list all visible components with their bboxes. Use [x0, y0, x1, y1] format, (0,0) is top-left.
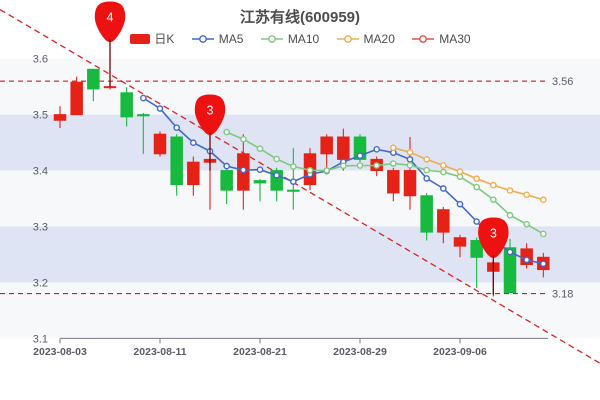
- svg-text:3.2: 3.2: [33, 277, 48, 289]
- svg-text:2023-08-11: 2023-08-11: [133, 346, 186, 358]
- svg-text:2023-09-06: 2023-09-06: [433, 346, 487, 358]
- svg-text:4: 4: [107, 10, 114, 24]
- svg-text:2023-08-21: 2023-08-21: [233, 346, 287, 358]
- svg-text:3.18: 3.18: [552, 289, 573, 301]
- svg-text:3: 3: [207, 103, 214, 117]
- svg-text:3.6: 3.6: [33, 54, 48, 66]
- svg-text:3.5: 3.5: [33, 110, 48, 122]
- svg-text:3.3: 3.3: [33, 222, 48, 234]
- svg-text:2023-08-29: 2023-08-29: [333, 346, 387, 358]
- svg-text:2023-08-03: 2023-08-03: [33, 346, 87, 358]
- svg-text:3.56: 3.56: [552, 76, 573, 88]
- svg-text:3: 3: [490, 226, 497, 240]
- svg-text:3.1: 3.1: [33, 333, 48, 345]
- svg-text:3.4: 3.4: [33, 166, 48, 178]
